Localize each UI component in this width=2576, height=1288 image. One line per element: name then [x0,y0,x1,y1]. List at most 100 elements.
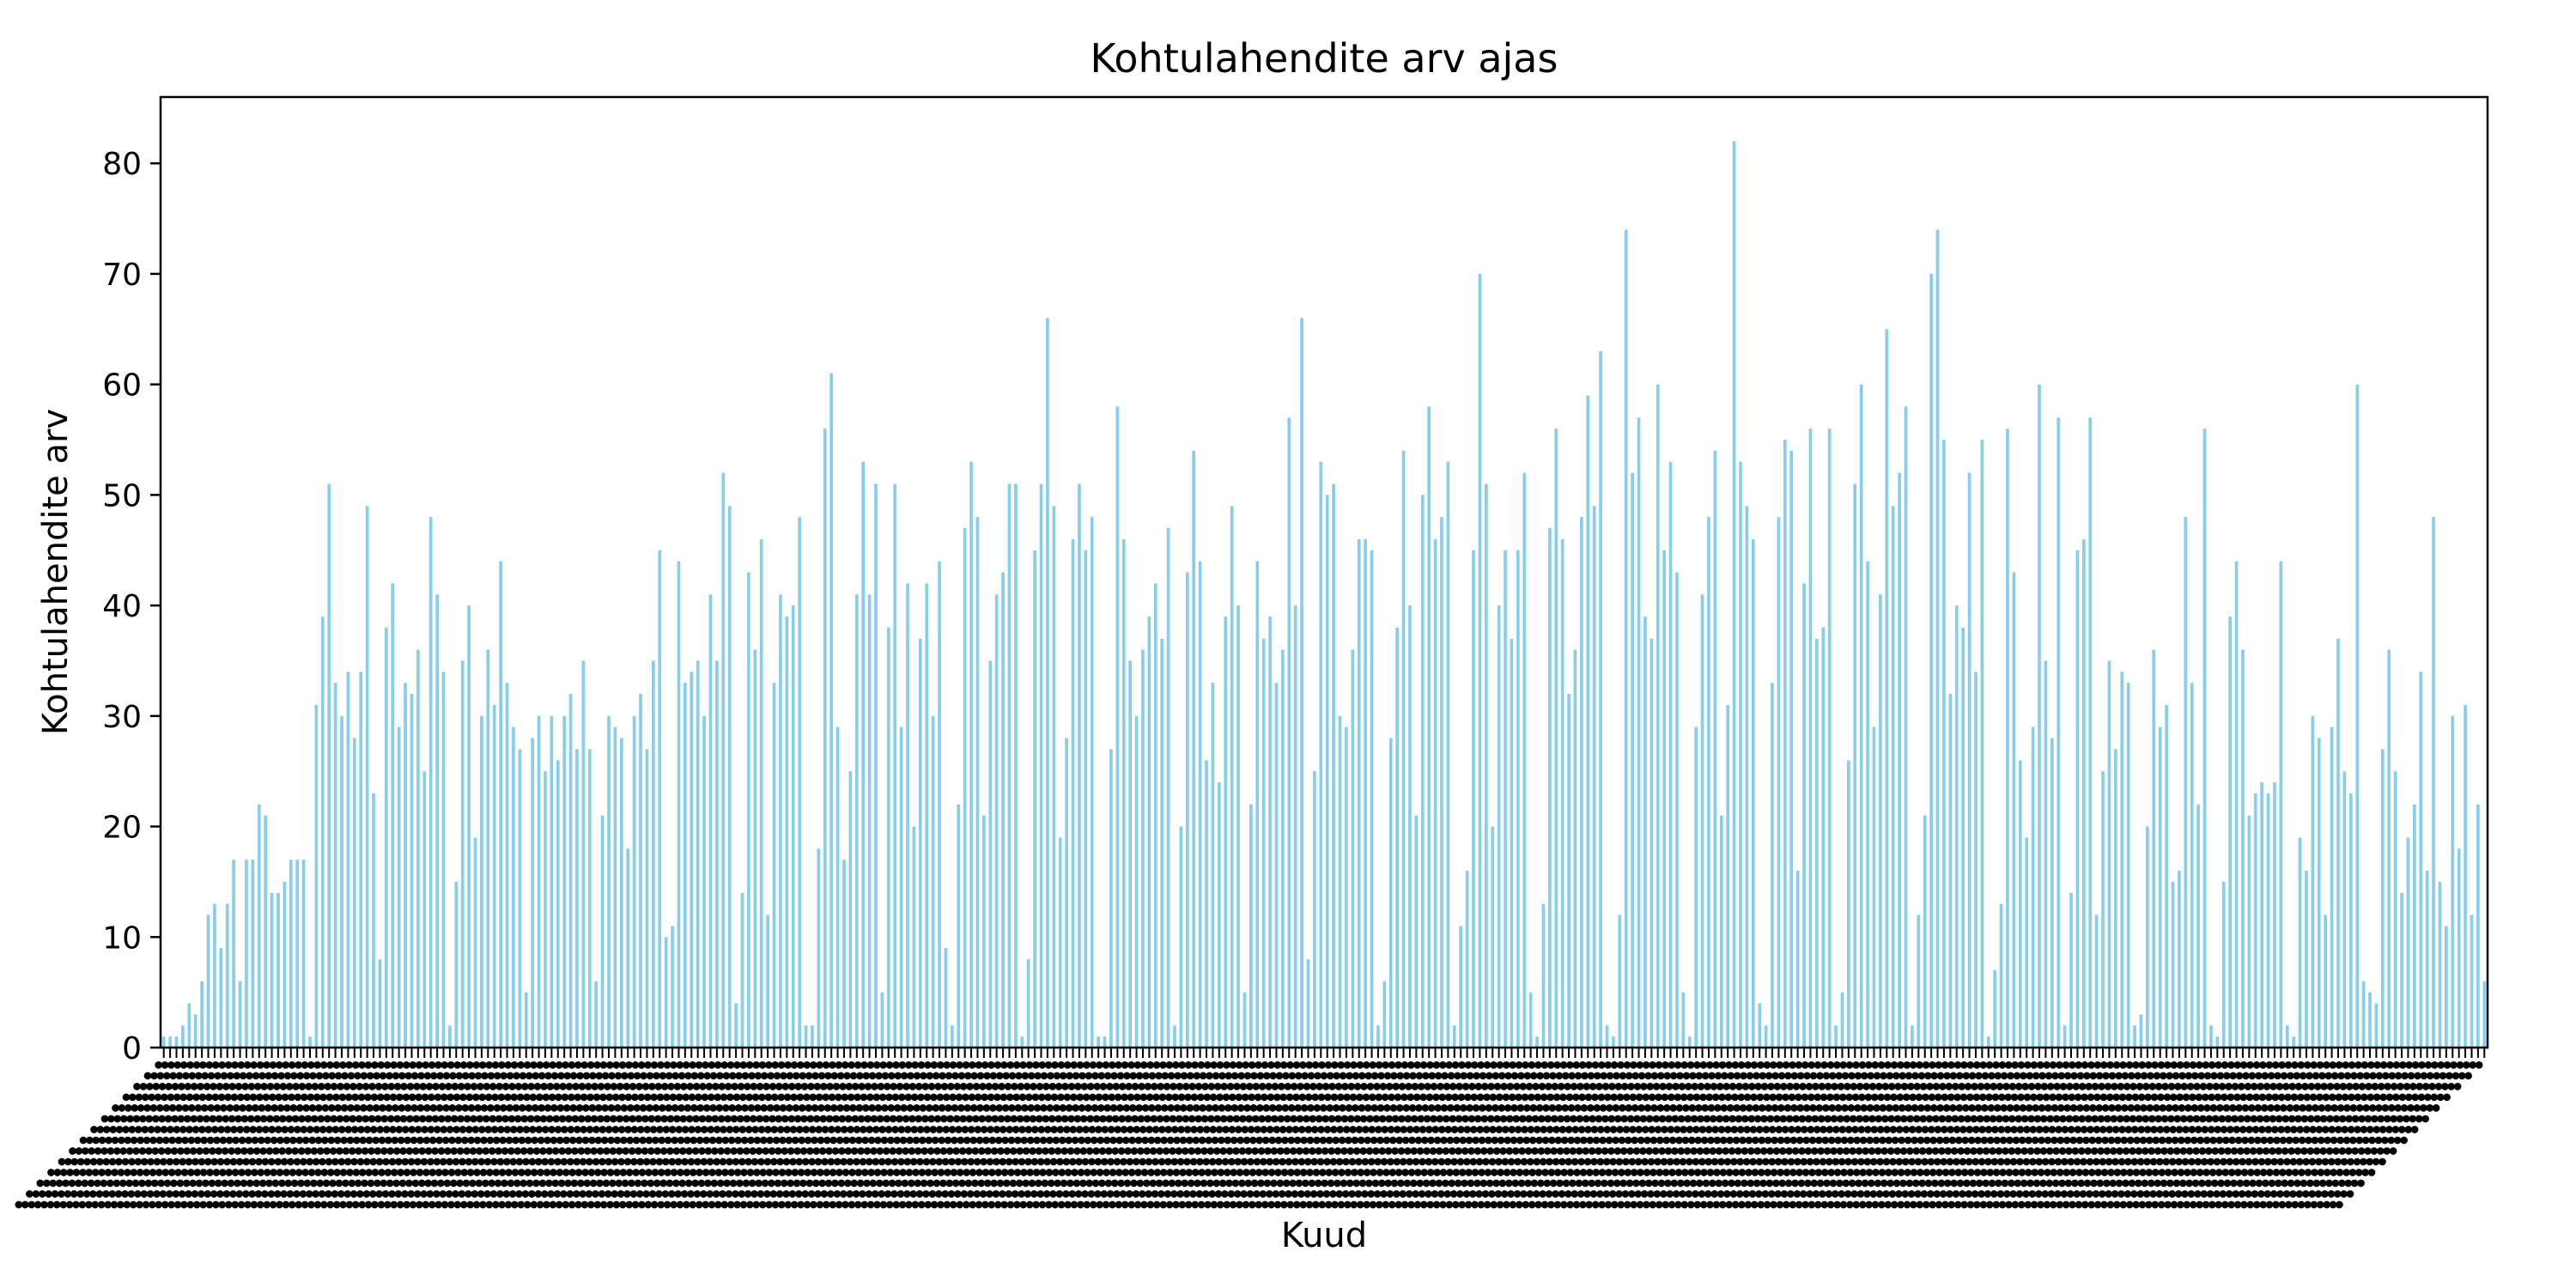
bar [2266,793,2270,1048]
bar [2075,550,2080,1048]
bar [1771,683,1774,1048]
bar [1847,760,1850,1048]
bar [531,738,534,1048]
bar [1166,528,1170,1048]
bar [1185,572,1189,1048]
bar [1134,715,1139,1048]
bar [2152,649,2156,1048]
bar [1338,715,1342,1048]
bar [1834,1025,1838,1048]
bar [1332,483,1335,1048]
bar [747,572,750,1048]
bar [702,715,706,1048]
bar [1872,726,1876,1048]
bar [1261,638,1266,1048]
bar [1967,472,1971,1048]
bar [1898,472,1901,1048]
bar [1758,1003,1762,1048]
bar [333,683,337,1048]
bar [1993,969,1997,1048]
bar [2202,428,2207,1048]
bar [1681,992,1686,1048]
bar [607,715,611,1048]
bar [2355,384,2360,1048]
bar [410,694,414,1048]
bar [467,605,471,1048]
bar [740,892,744,1048]
bar [581,660,586,1048]
bar [1242,992,1247,1048]
bar [320,616,325,1048]
bar [1707,517,1710,1048]
bar [626,848,630,1048]
bar [1287,417,1291,1048]
bar [1090,517,1094,1048]
bar [893,483,897,1048]
bar [639,694,642,1048]
bar [435,594,439,1048]
bar [587,749,592,1048]
bar [1115,406,1120,1048]
bar [1020,1036,1024,1048]
bar [1911,1025,1914,1048]
bar [1789,450,1794,1048]
bar [734,1003,738,1048]
bar [1192,450,1196,1048]
bar [899,726,903,1048]
bar [2025,837,2029,1048]
bar [346,671,350,1048]
bar [2184,517,2188,1048]
bar [2094,914,2099,1048]
bar [1325,495,1329,1048]
bar [168,1036,172,1048]
x-axis-label: Kuud [1281,1216,1367,1255]
bar [2178,871,2181,1048]
bar [759,538,763,1048]
bar [1217,782,1221,1048]
bar [486,649,490,1048]
bar [1376,1025,1380,1048]
bar [1802,583,1806,1048]
bar [835,726,840,1048]
y-axis: 0 10 20 30 40 50 60 70 80 [102,147,161,1066]
bar [2139,1014,2143,1048]
bar [2305,871,2308,1048]
bar [1014,483,1018,1048]
bar [1719,815,1723,1048]
bar [1446,461,1450,1048]
bar [1274,683,1279,1048]
bar [460,660,465,1048]
bar [314,704,319,1048]
bar [1859,384,1863,1048]
bar [1923,815,1927,1048]
bar [428,517,433,1048]
bar [264,815,268,1048]
bar [1440,517,1443,1048]
bar [2158,726,2162,1048]
bar [2400,892,2403,1048]
bar [1236,605,1240,1048]
bar [524,992,528,1048]
bar [963,528,967,1048]
bar [690,671,694,1048]
bar [1751,538,1755,1048]
bar [1058,837,1062,1048]
bar [1230,506,1234,1048]
bar [1293,605,1297,1048]
bar [505,683,509,1048]
bar [2069,892,2073,1048]
bar [994,594,999,1048]
bar [1153,583,1157,1048]
bar [1484,483,1488,1048]
bar [664,937,668,1048]
bar [2438,881,2442,1048]
bar [1370,550,1374,1048]
bar [1649,638,1654,1048]
y-tick-label: 20 [102,811,142,846]
bar [422,771,427,1048]
bar [1662,550,1666,1048]
bar [1573,649,1577,1048]
bar [1357,538,1361,1048]
x-axis: ••••••••••••••••••••••••••••••••••••••••… [3,1048,2496,1222]
bar [1516,550,1520,1048]
